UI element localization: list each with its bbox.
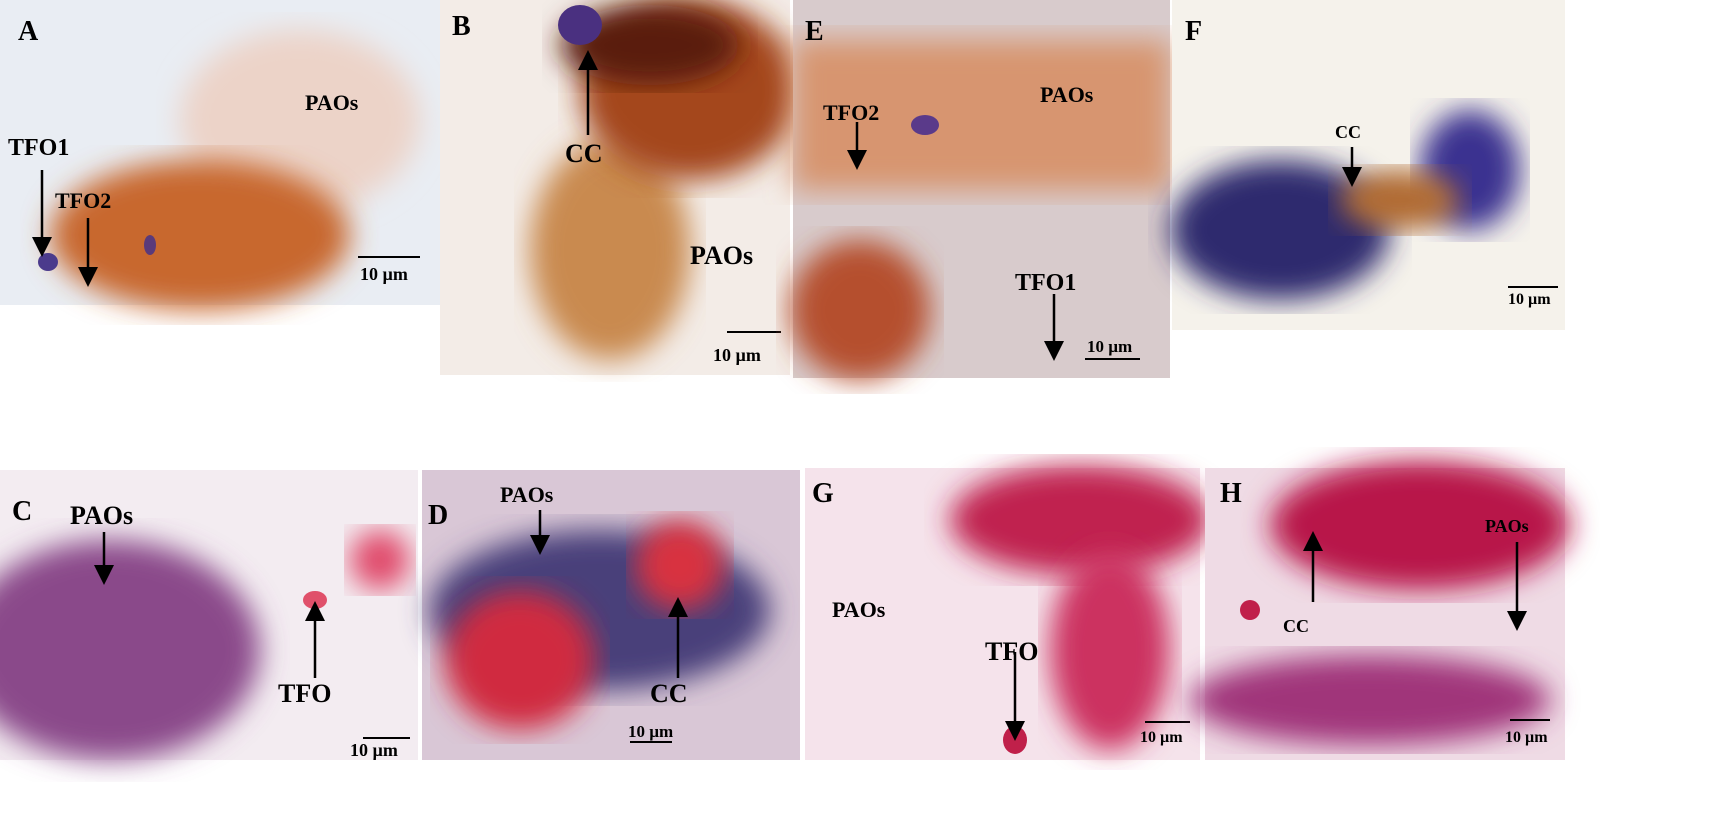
panel-c <box>0 470 418 760</box>
label: PAOs <box>305 90 359 115</box>
panel-letter: H <box>1220 478 1242 509</box>
label: TFO1 <box>8 135 69 161</box>
label: CC <box>565 139 603 168</box>
panel-letter: D <box>428 500 448 531</box>
panel-e <box>790 0 1170 380</box>
label: CC <box>1335 122 1361 142</box>
label: PAOs <box>70 501 133 530</box>
scale-bar: 10 µm <box>1087 337 1132 356</box>
panel-f <box>1170 0 1565 330</box>
panel-letter: C <box>12 496 32 527</box>
panel-letter: F <box>1185 16 1202 47</box>
label: TFO <box>278 679 331 708</box>
panel-letter: E <box>805 16 824 47</box>
label: CC <box>1283 616 1309 636</box>
label: TFO <box>985 637 1038 666</box>
panel-letter: B <box>452 11 471 42</box>
panel-b <box>440 0 800 375</box>
panel-d <box>422 470 800 760</box>
label: CC <box>650 679 688 708</box>
label: PAOs <box>832 597 886 622</box>
scale-bar: 10 µm <box>1508 291 1551 308</box>
label: TFO2 <box>823 100 879 125</box>
label: PAOs <box>690 241 753 270</box>
panel-g <box>805 465 1210 760</box>
label: TFO1 <box>1015 270 1076 296</box>
label: TFO2 <box>55 188 111 213</box>
scale-bar: 10 µm <box>628 722 673 741</box>
panel-h <box>1190 460 1570 760</box>
panel-letter: A <box>18 16 39 47</box>
label: PAOs <box>1485 516 1529 536</box>
panel-a <box>0 0 440 310</box>
label: PAOs <box>500 482 554 507</box>
scale-bar: 10 µm <box>360 264 408 284</box>
scale-bar: 10 µm <box>1140 729 1183 746</box>
scale-bar: 10 µm <box>350 740 398 760</box>
scale-bar: 10 µm <box>1505 729 1548 746</box>
panel-letter: G <box>812 478 834 509</box>
label: PAOs <box>1040 82 1094 107</box>
scale-bar: 10 µm <box>713 345 761 365</box>
